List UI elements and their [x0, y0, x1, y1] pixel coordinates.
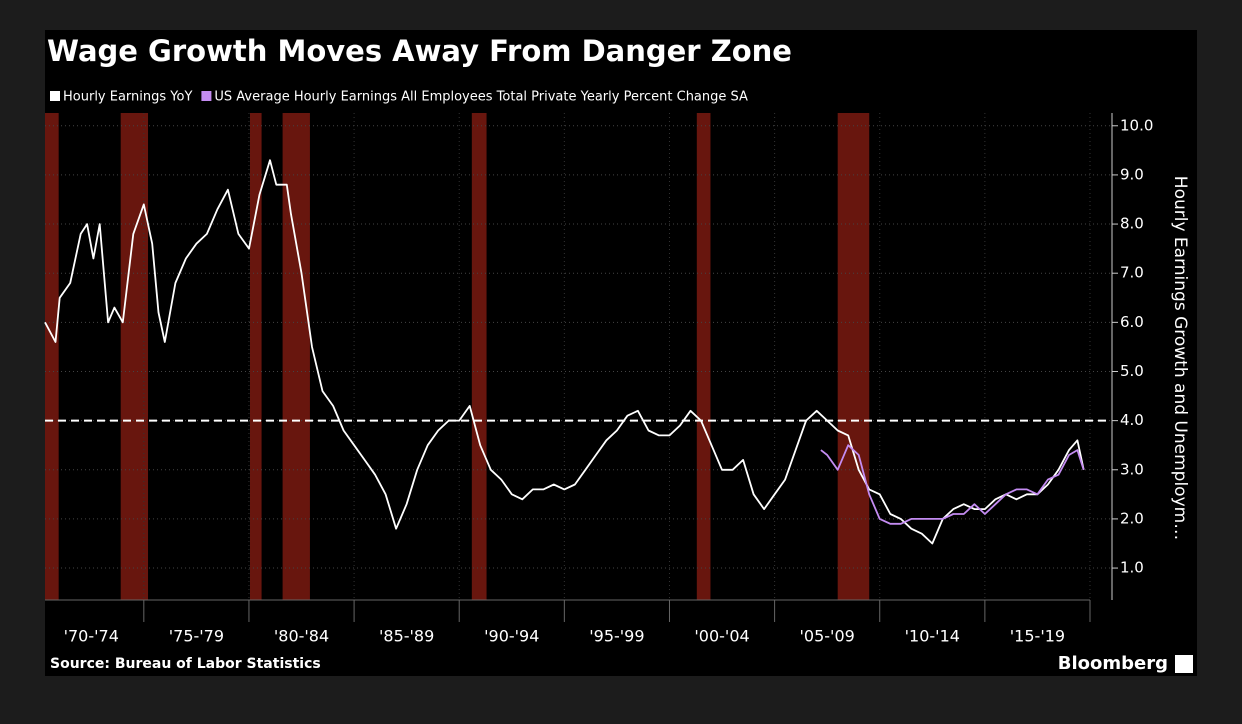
y-tick-label: 8.0: [1120, 215, 1144, 233]
x-tick-label: '05-'09: [800, 627, 855, 646]
y-axis-title: Hourly Earnings Growth and Unemploym…: [1170, 176, 1190, 540]
series-line: [820, 444, 1085, 525]
x-tick-label: '75-'79: [169, 627, 224, 646]
chart-panel: [45, 30, 1197, 676]
x-tick-label: '10-'14: [905, 627, 960, 646]
recession-band: [471, 113, 487, 600]
recession-band: [837, 113, 870, 600]
x-tick-label: '00-'04: [694, 627, 749, 646]
y-tick-label: 3.0: [1120, 460, 1144, 478]
x-tick-label: '85-'89: [379, 627, 434, 646]
x-tick-label: '90-'94: [484, 627, 539, 646]
recession-band: [120, 113, 149, 600]
x-tick-label: '95-'99: [589, 627, 644, 646]
chart-title: Wage Growth Moves Away From Danger Zone: [47, 34, 792, 68]
x-tick-label: '70-'74: [64, 627, 119, 646]
series-line: [44, 159, 1085, 545]
y-tick-label: 10.0: [1120, 116, 1153, 134]
y-tick-label: 2.0: [1120, 509, 1144, 527]
x-tick-label: '80-'84: [274, 627, 329, 646]
legend-label: US Average Hourly Earnings All Employees…: [214, 90, 748, 105]
recession-band: [45, 113, 59, 600]
y-tick-label: 6.0: [1120, 313, 1144, 331]
brand-icon: [1175, 655, 1193, 673]
legend-swatch: [50, 91, 60, 101]
recession-band: [250, 113, 262, 600]
source: Source: Bureau of Labor Statistics: [50, 656, 321, 672]
legend-label: Hourly Earnings YoY: [63, 90, 192, 105]
y-tick-label: 1.0: [1120, 559, 1144, 577]
y-tick-label: 7.0: [1120, 264, 1144, 282]
y-tick-label: 5.0: [1120, 362, 1144, 380]
recession-band: [696, 113, 711, 600]
y-tick-label: 9.0: [1120, 165, 1144, 183]
brand: Bloomberg: [1058, 653, 1168, 674]
y-tick-label: 4.0: [1120, 411, 1144, 429]
x-tick-label: '15-'19: [1010, 627, 1065, 646]
legend-swatch: [201, 91, 212, 101]
